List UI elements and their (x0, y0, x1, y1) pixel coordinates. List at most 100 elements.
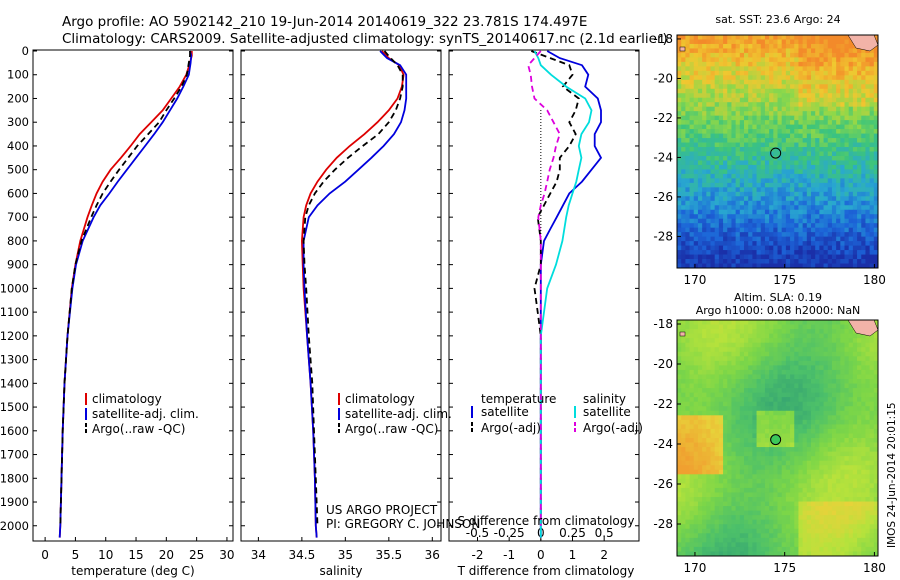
map-cell (861, 383, 866, 389)
map-cell (831, 392, 837, 398)
map-cell (702, 524, 707, 530)
map-cell (781, 93, 787, 99)
map-cell (744, 501, 749, 507)
map-cell (827, 369, 833, 375)
map-cell (697, 365, 703, 371)
map-cell (869, 111, 875, 117)
map-cell (861, 465, 866, 471)
map-cell (852, 227, 858, 233)
map-cell (798, 465, 804, 471)
map-cell (731, 48, 737, 54)
map-cell (681, 245, 686, 251)
map-cell (706, 515, 711, 521)
map-cell (773, 460, 778, 466)
map-y-label: -20 (653, 71, 673, 85)
map-cell (681, 401, 686, 407)
map-cell (802, 209, 808, 215)
map-cell (861, 200, 866, 206)
map-cell (840, 451, 845, 457)
map-cell (790, 241, 795, 246)
map-cell (811, 451, 816, 457)
map-cell (857, 524, 862, 530)
map-cell (681, 138, 686, 143)
map-cell (781, 223, 787, 229)
map-cell (677, 223, 682, 229)
map-cell (739, 124, 745, 130)
map-cell (857, 388, 862, 394)
map-cell (785, 433, 791, 439)
map-cell (848, 115, 854, 121)
map-cell (802, 155, 808, 161)
map-cell (731, 245, 737, 251)
map-cell (710, 415, 716, 421)
map-cell (819, 124, 824, 130)
map-cell (769, 43, 774, 49)
map-cell (706, 406, 711, 412)
map-cell (697, 324, 703, 330)
map-cell (865, 142, 871, 148)
map-cell (739, 160, 745, 166)
map-cell (710, 218, 716, 224)
map-cell (798, 160, 804, 166)
map-cell (727, 250, 732, 255)
map-cell (697, 320, 703, 325)
map-cell (710, 360, 716, 366)
map-cell (739, 487, 745, 493)
map-cell (831, 164, 837, 170)
map-cell (685, 214, 690, 220)
map-cell (773, 187, 778, 193)
map-cell (693, 155, 699, 161)
map-cell (773, 410, 778, 416)
map-cell (777, 401, 783, 407)
map-cell (865, 250, 871, 255)
map-cell (865, 401, 871, 407)
diff-xlabel: T difference from climatology (457, 564, 635, 578)
map-cell (831, 75, 837, 81)
map-cell (735, 93, 741, 99)
map-cell (756, 129, 762, 134)
map-cell (689, 223, 695, 229)
map-cell (819, 187, 824, 193)
map-cell (739, 497, 745, 502)
map-cell (677, 160, 682, 166)
map-cell (681, 232, 686, 238)
map-cell (844, 164, 850, 170)
map-cell (739, 428, 745, 434)
map-cell (702, 528, 707, 534)
map-cell (811, 397, 816, 403)
map-cell (739, 483, 745, 489)
map-cell (848, 324, 854, 330)
map-cell (823, 160, 829, 166)
map-cell (815, 214, 820, 220)
map-cell (752, 379, 757, 384)
map-cell (777, 66, 783, 72)
map-cell (806, 342, 812, 348)
map-cell (857, 88, 862, 94)
map-cell (790, 52, 795, 58)
map-cell (760, 519, 766, 525)
map-cell (811, 460, 816, 466)
map-cell (840, 401, 845, 407)
map-cell (723, 75, 728, 81)
map-cell (760, 356, 766, 362)
map-cell (710, 379, 716, 384)
map-cell (739, 209, 745, 215)
map-cell (852, 151, 858, 157)
map-cell (706, 510, 711, 516)
map-cell (677, 142, 682, 148)
map-cell (752, 428, 757, 434)
map-cell (781, 155, 787, 161)
map-cell (865, 61, 871, 67)
map-cell (823, 79, 829, 85)
map-cell (731, 43, 737, 49)
map-cell (752, 342, 757, 348)
map-cell (685, 465, 690, 471)
map-cell (769, 388, 774, 394)
x-tick-label-2: 0.5 (595, 526, 614, 540)
map-cell (769, 151, 774, 157)
map-cell (802, 88, 808, 94)
map-cell (760, 115, 766, 121)
map-cell (831, 151, 837, 157)
map-cell (718, 510, 724, 516)
map-cell (710, 70, 716, 76)
